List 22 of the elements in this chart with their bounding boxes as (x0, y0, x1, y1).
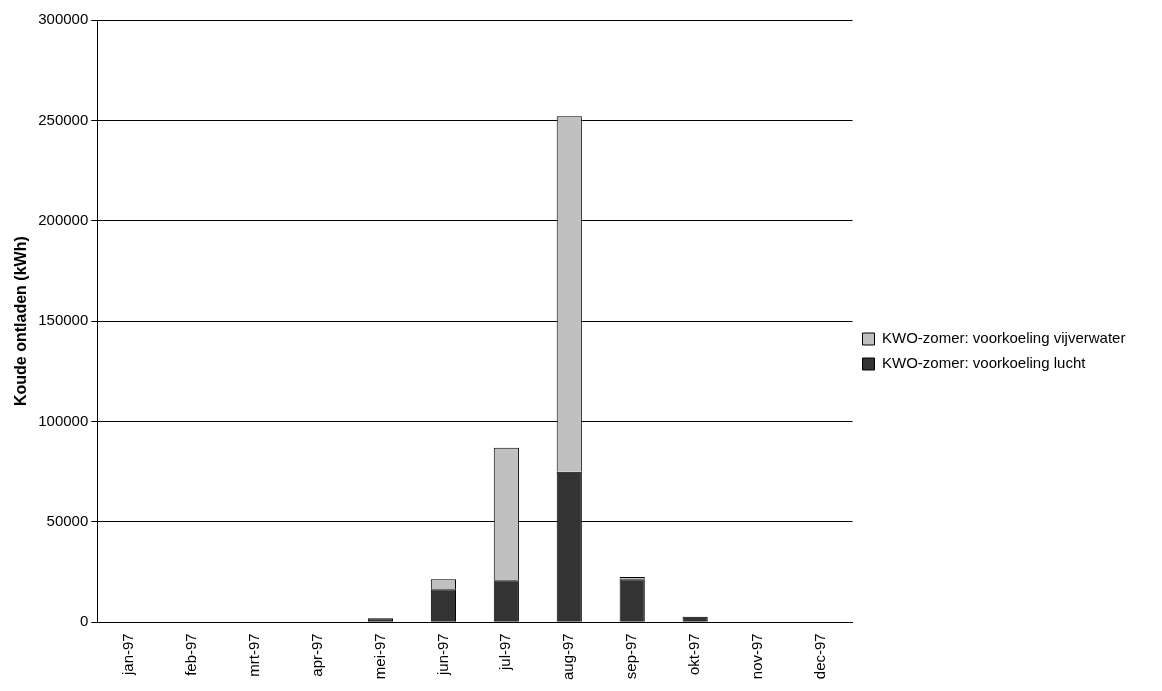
y-tick-label: 250000 (38, 110, 89, 128)
y-tick-label: 0 (79, 612, 89, 630)
y-tick-label: 50000 (46, 512, 89, 530)
x-tick-label: mrt-97 (244, 633, 262, 677)
y-tick-label: 200000 (38, 210, 89, 228)
x-tick-label: okt-97 (685, 633, 703, 675)
y-tick-label: 100000 (38, 411, 89, 429)
x-tick-label: aug-97 (559, 633, 577, 681)
x-tick-label: jan-97 (118, 633, 136, 676)
x-tick-label: jul-97 (496, 633, 514, 671)
x-tick-label: nov-97 (748, 633, 766, 680)
legend-label: KWO-zomer: voorkoeling vijverwater (882, 329, 1126, 347)
x-tick-label: jun-97 (433, 633, 451, 676)
x-tick-label: apr-97 (307, 633, 325, 677)
y-tick-label: 300000 (38, 10, 89, 28)
x-tick-label: dec-97 (811, 633, 829, 680)
y-axis-title: Koude ontladen (kWh) (12, 236, 30, 407)
legend-label: KWO-zomer: voorkoeling lucht (882, 354, 1087, 372)
x-tick-label: feb-97 (181, 633, 199, 676)
y-tick-label: 150000 (38, 311, 89, 329)
x-tick-label: sep-97 (622, 633, 640, 680)
x-tick-label: mei-97 (370, 633, 388, 680)
